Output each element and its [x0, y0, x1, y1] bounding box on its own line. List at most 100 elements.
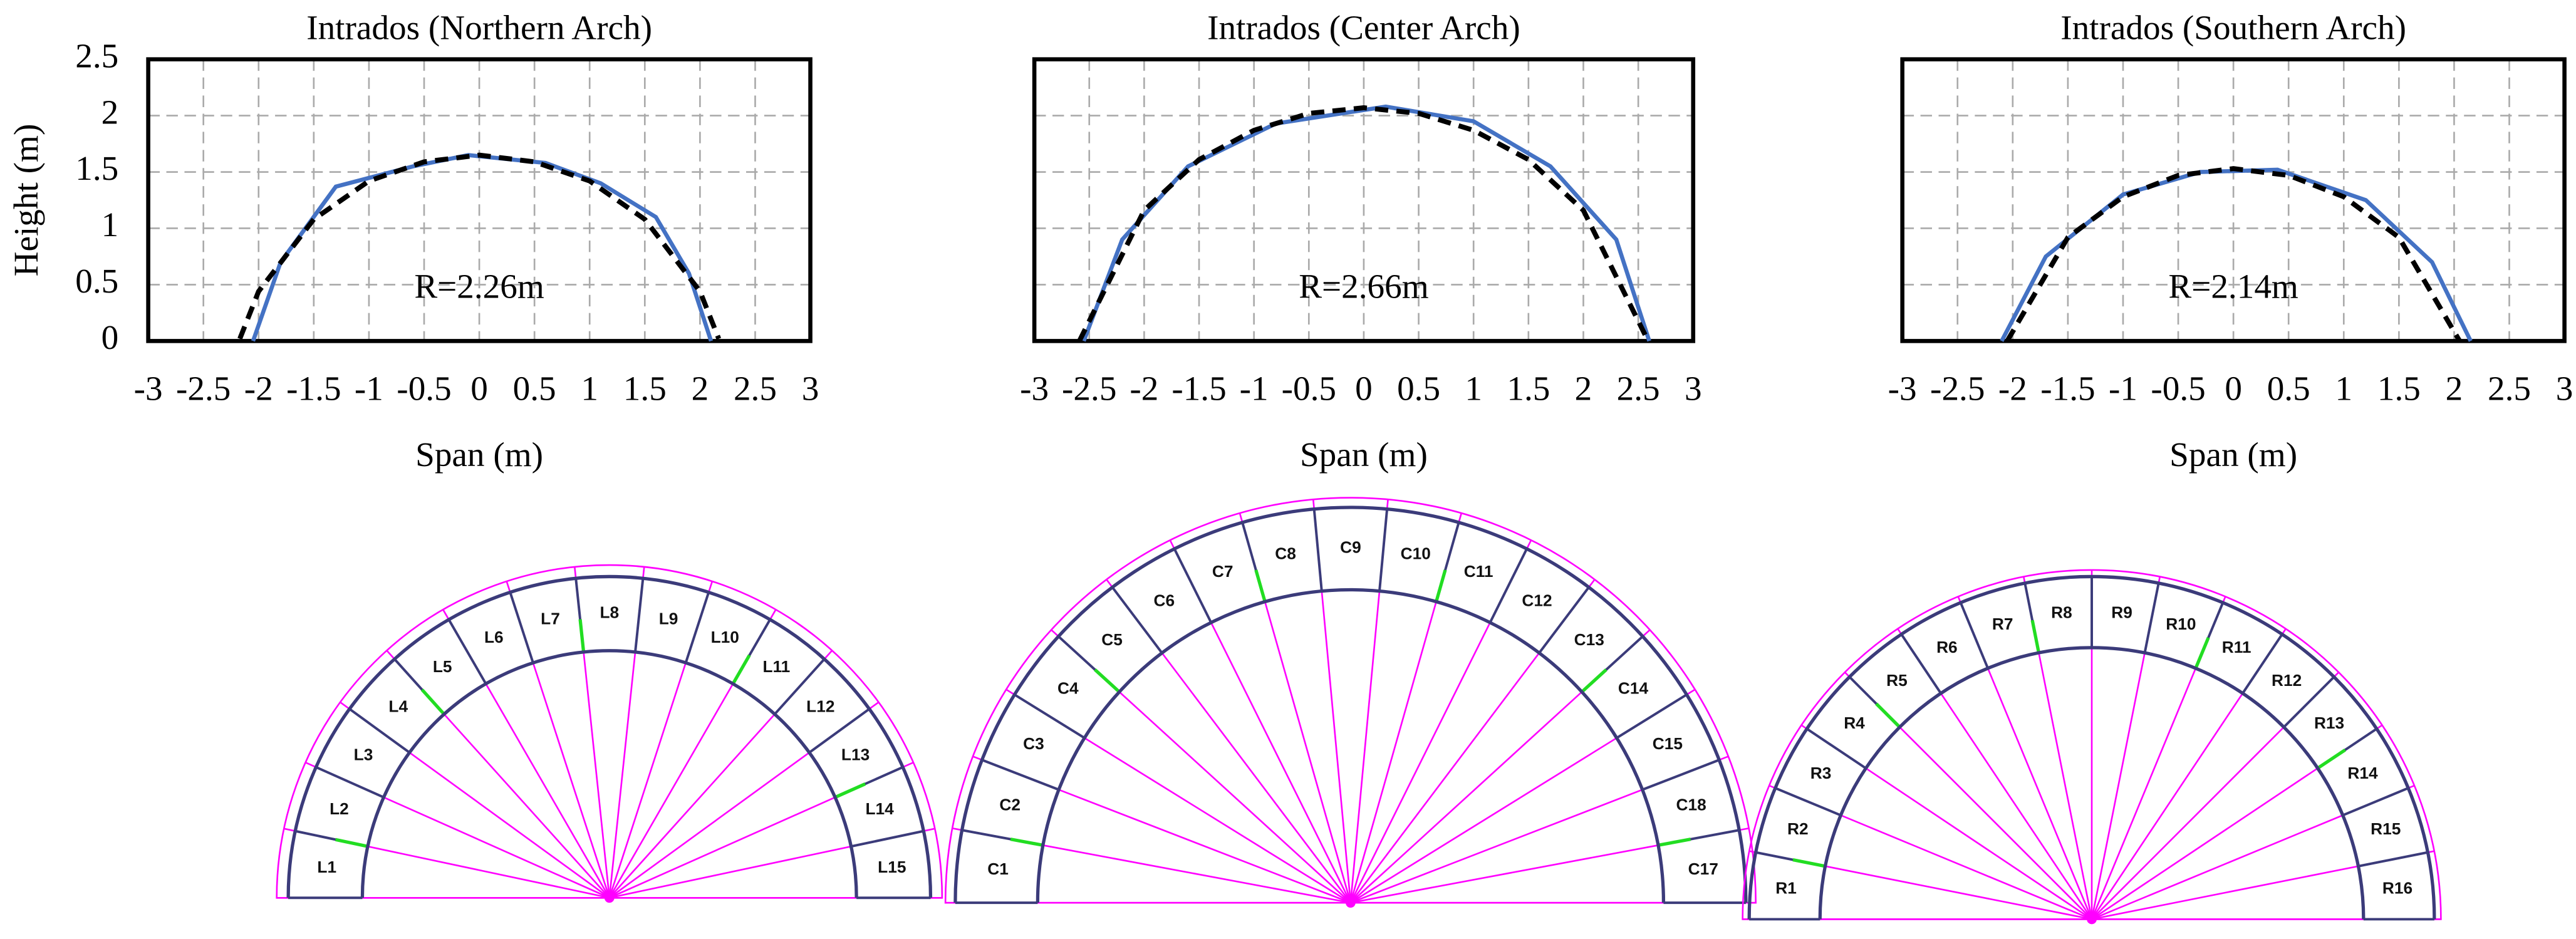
fan-outline [1742, 569, 2442, 920]
voussoir-label: C12 [1522, 591, 1552, 610]
arch-ring [360, 649, 858, 898]
voussoir-label: L12 [806, 697, 834, 716]
x-tick-label: 3 [2556, 370, 2573, 408]
joint [1538, 586, 1590, 654]
x-tick-label: 1 [1465, 370, 1482, 408]
crack [1094, 668, 1121, 693]
plot-frame [146, 57, 813, 343]
voussoir-label: R5 [1886, 671, 1908, 690]
x-tick-label: -1.5 [1171, 370, 1226, 408]
voussoir-label: R6 [1936, 638, 1958, 656]
x-tick-label: -1 [1240, 370, 1269, 408]
voussoir-label: C6 [1154, 591, 1175, 610]
voussoir-label: C2 [999, 795, 1021, 814]
voussoir-label: R14 [2347, 764, 2378, 782]
plot-frame [1032, 57, 1696, 343]
voussoir-label: C10 [1401, 544, 1431, 563]
x-tick-label: 1 [2335, 370, 2352, 408]
crack [420, 688, 445, 715]
voussoir-label: R12 [2272, 671, 2302, 690]
voussoir-label: C1 [987, 859, 1009, 878]
joint [1900, 633, 1942, 694]
joint [1488, 548, 1528, 623]
voussoir-label: C7 [1212, 562, 1233, 581]
x-tick-label: 0.5 [1397, 370, 1440, 408]
joint [851, 829, 924, 848]
y-tick-label: 2 [101, 93, 119, 131]
voussoir-label: R15 [2371, 819, 2401, 838]
voussoir-label: C13 [1574, 630, 1604, 649]
y-axis-label: Height (m) [7, 124, 45, 277]
x-tick-label: 0.5 [2267, 370, 2310, 408]
y-tick-label: 1 [101, 205, 119, 244]
x-tick-label: 2.5 [734, 370, 777, 408]
x-tick-label: -0.5 [397, 370, 451, 408]
annotation: R=2.14m [2168, 267, 2298, 306]
voussoir-label: C17 [1688, 859, 1718, 878]
crack [1010, 838, 1044, 847]
voussoir-label: L2 [330, 799, 349, 818]
voussoir-label: C5 [1101, 630, 1123, 649]
joint [1378, 509, 1389, 591]
x-tick-label: 1 [581, 370, 598, 408]
x-tick-label: 1.5 [623, 370, 667, 408]
joint [1312, 509, 1323, 591]
voussoir-label: L4 [388, 697, 408, 716]
chart-title: Intrados (Center Arch) [1207, 9, 1520, 47]
voussoir-label: L7 [541, 609, 560, 628]
voussoir-label: L9 [659, 609, 678, 628]
joint [981, 759, 1059, 791]
x-tick-label: 0 [470, 370, 488, 408]
joint [808, 708, 870, 754]
arch-ring [1818, 645, 2366, 920]
voussoir-label: R13 [2314, 713, 2344, 732]
crack [2194, 636, 2210, 669]
joint [348, 708, 410, 754]
joint [774, 658, 826, 715]
voussoir-label: C4 [1057, 678, 1079, 697]
y-tick-label: 0 [101, 318, 119, 356]
voussoir-label: L8 [600, 603, 619, 622]
voussoir-label: L15 [878, 858, 906, 876]
x-tick-label: 0.5 [513, 370, 556, 408]
voussoir-label: L5 [433, 657, 452, 676]
voussoir-label: R16 [2382, 878, 2412, 897]
x-tick-label: -0.5 [2151, 370, 2205, 408]
joint [634, 578, 645, 653]
voussoir-label: L3 [354, 745, 373, 764]
y-tick-label: 0.5 [75, 262, 118, 300]
joint [1775, 787, 1841, 817]
x-tick-label: -2 [1130, 370, 1158, 408]
x-tick-label: 2.5 [1617, 370, 1660, 408]
x-tick-label: 2 [692, 370, 709, 408]
voussoir-label: R8 [2051, 603, 2072, 621]
crack [731, 654, 751, 685]
voussoir-label: R10 [2166, 615, 2196, 633]
arch-ring [953, 506, 1748, 903]
series-line [251, 153, 714, 342]
crack [578, 619, 586, 653]
x-tick-label: 1.5 [1507, 370, 1550, 408]
crack [2030, 620, 2040, 653]
y-tick-label: 2.5 [75, 36, 118, 75]
voussoir-label: R1 [1775, 878, 1797, 897]
joint [2342, 787, 2409, 817]
joint [2241, 633, 2283, 694]
voussoir-label: C14 [1618, 678, 1649, 697]
crack [1658, 838, 1691, 847]
fan-center [2087, 914, 2097, 925]
x-tick-label: -1 [2109, 370, 2137, 408]
voussoir-label: L13 [841, 745, 870, 764]
crack [2317, 748, 2346, 770]
voussoir-label: C11 [1464, 562, 1493, 581]
joint [2358, 851, 2428, 868]
fan-outline [944, 496, 1757, 904]
joint [1959, 602, 1989, 669]
fan-center [1346, 898, 1356, 908]
joint [1806, 727, 1867, 770]
voussoir-label: R7 [1992, 615, 2013, 633]
x-tick-label: -2 [1998, 370, 2027, 408]
voussoir-label: R2 [1787, 819, 1809, 838]
